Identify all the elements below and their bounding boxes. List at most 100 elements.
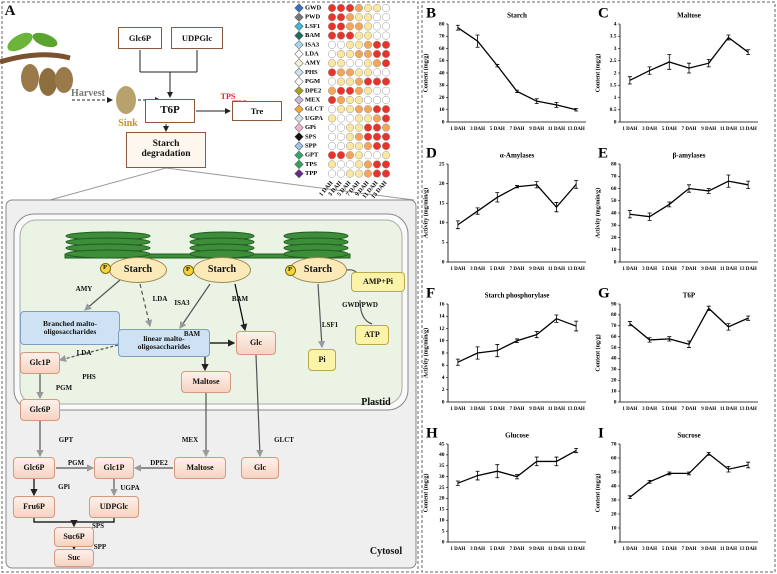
y-tick-label: 20 (611, 377, 617, 383)
heatmap-cell (363, 68, 373, 77)
y-axis-label: Content (mg/g) (422, 474, 429, 513)
x-tick-label: 11 DAH (720, 407, 737, 412)
gene-icon (294, 150, 304, 160)
diagram-label: PGM (67, 459, 85, 468)
error-bar (534, 456, 539, 467)
panel-border (1, 1, 419, 573)
gene-icon (294, 77, 304, 87)
error-bar (746, 315, 751, 321)
panel-letter: H (426, 425, 438, 441)
panel-letter: C (598, 5, 609, 21)
heatmap-cell (381, 132, 391, 141)
error-bar (574, 320, 579, 332)
gene-icon (294, 12, 304, 22)
gene-icon (294, 49, 304, 59)
error-bar (534, 331, 539, 339)
y-tick-label: 10 (611, 247, 617, 253)
y-tick-label: 30 (611, 497, 617, 503)
diagram-label: Starch (289, 257, 347, 283)
diagram-label: P (284, 264, 296, 276)
error-bar (554, 456, 559, 467)
x-tick-label: 13 DAH (739, 547, 756, 552)
heatmap-cell (354, 114, 364, 123)
heatmap-cell (345, 3, 355, 13)
gene-name: UGPA (305, 115, 323, 122)
y-tick-label: 60 (611, 334, 617, 340)
y-tick-label: 12 (439, 326, 445, 332)
diagram-label: Starch (109, 257, 167, 283)
y-tick-label: 10 (439, 517, 445, 523)
diagram-label: PHS (82, 373, 96, 382)
y-tick-label: 30 (439, 83, 445, 89)
error-bar (554, 202, 559, 213)
y-tick-label: 40 (611, 356, 617, 362)
x-tick-label: 7 DAH (510, 407, 525, 412)
gene-name: LSF1 (305, 23, 320, 30)
y-axis-label: Content (mg/g) (594, 474, 601, 513)
x-tick-label: 11 DAH (720, 547, 737, 552)
heatmap-cell (345, 22, 355, 31)
heatmap-cell (336, 160, 346, 169)
heatmap-cell (354, 95, 364, 105)
error-bar (706, 452, 711, 456)
error-bar (627, 76, 632, 85)
heatmap-cell (363, 123, 373, 132)
y-tick-label: 5 (442, 528, 445, 534)
y-tick-label: 10 (611, 525, 617, 531)
error-bar (627, 210, 632, 219)
y-tick-label: 20 (439, 95, 445, 101)
diagram-label: LDA (152, 295, 168, 304)
y-axis-label: Content (mg/g) (594, 54, 601, 93)
diagram-label: Cytosol (369, 545, 403, 557)
heatmap-cell (372, 132, 382, 141)
heatmap-cell (354, 22, 364, 31)
heatmap-cell (381, 141, 391, 151)
heatmap-cell (336, 13, 346, 22)
y-axis-label: Activity (mg/min/g) (422, 188, 429, 238)
gene-icon (294, 132, 304, 142)
x-tick-label: 11 DAH (720, 127, 737, 132)
y-tick-label: 0 (614, 539, 617, 545)
error-bar (647, 212, 652, 221)
y-tick-label: 15 (439, 200, 445, 206)
x-tick-label: 1 DAH (450, 127, 465, 132)
gene-name: BAM (305, 32, 320, 39)
heatmap-cell (381, 59, 391, 68)
y-tick-label: 50 (611, 345, 617, 351)
x-tick-label: 7 DAH (510, 127, 525, 132)
heatmap-cell (381, 13, 391, 22)
error-bar (627, 321, 632, 327)
y-tick-label: 0 (442, 539, 445, 545)
x-tick-label: 13 DAH (739, 127, 756, 132)
y-tick-label: 10 (439, 107, 445, 113)
heatmap-cell (327, 114, 337, 123)
heatmap-cell (336, 68, 346, 77)
heatmap-cell (372, 40, 382, 49)
heatmap-cell (327, 105, 337, 114)
gene-icon (294, 95, 304, 105)
gene-name: SPP (305, 142, 317, 149)
diagram-label: A (4, 3, 16, 20)
heatmap-cell (372, 59, 382, 68)
y-tick-label: 35 (439, 463, 445, 469)
x-tick-label: 1 DAH (622, 267, 637, 272)
y-tick-label: 25 (439, 161, 445, 167)
panel-letter: G (598, 285, 610, 301)
x-tick-label: 7 DAH (510, 267, 525, 272)
heatmap-cell (354, 141, 364, 151)
heatmap-cell (345, 95, 355, 105)
y-tick-label: 45 (439, 441, 445, 447)
heatmap-cell (327, 151, 337, 160)
heatmap-cell (345, 40, 355, 49)
x-tick-label: 5 DAH (662, 407, 677, 412)
heatmap-cell (381, 40, 391, 49)
x-tick-label: 5 DAH (662, 267, 677, 272)
heatmap-cell (372, 49, 382, 59)
heatmap-cell (327, 141, 337, 151)
heatmap-cell (336, 77, 346, 86)
y-tick-label: 50 (439, 58, 445, 64)
x-tick-label: 9 DAH (701, 127, 716, 132)
heatmap-cell (345, 77, 355, 86)
x-tick-label: 5 DAH (662, 547, 677, 552)
error-bar (667, 336, 672, 342)
